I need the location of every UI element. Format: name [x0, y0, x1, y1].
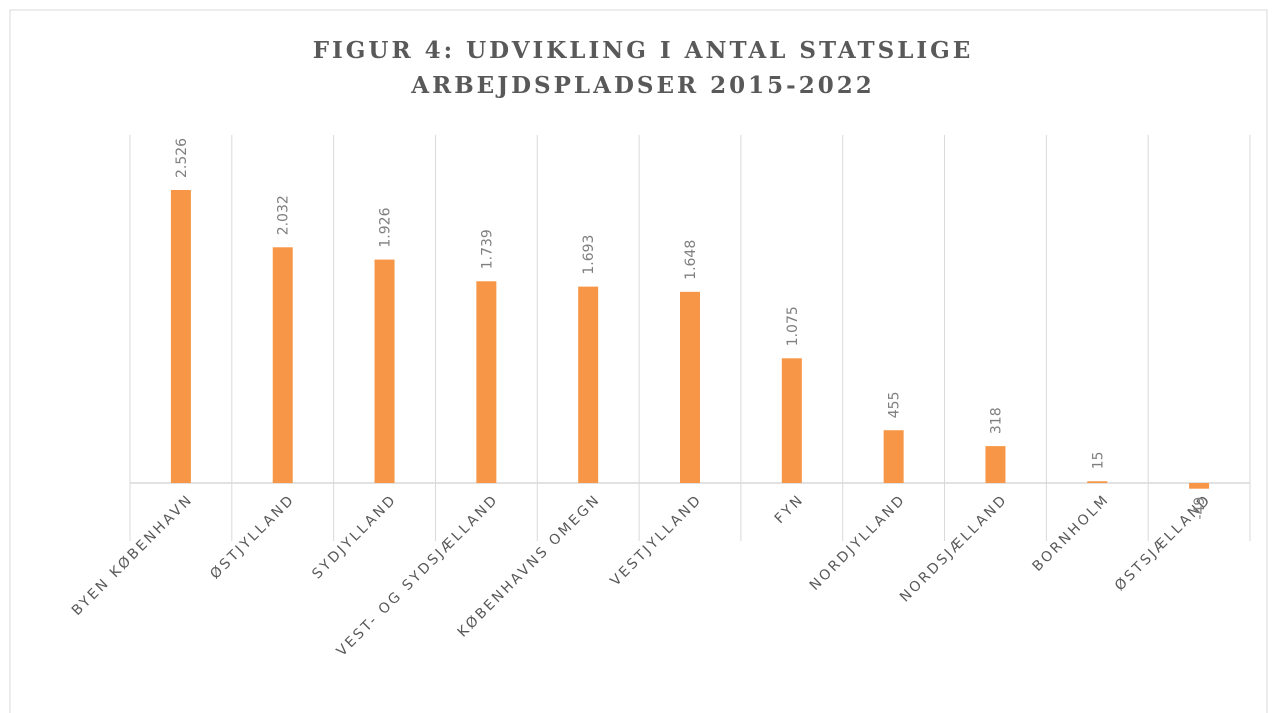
data-label: 318 — [988, 407, 1004, 434]
bar — [374, 259, 395, 483]
x-tick-label: VEST- OG SYDSJÆLLAND — [334, 491, 502, 659]
data-label: -49 — [1192, 497, 1208, 520]
x-tick-label: SYDJYLLAND — [309, 491, 400, 582]
data-label: 1.739 — [479, 229, 495, 269]
data-label: 2.526 — [174, 138, 190, 178]
bar — [1087, 481, 1108, 483]
bar — [985, 446, 1006, 483]
chart-title: FIGUR 4: UDVIKLING I ANTAL STATSLIGE — [313, 37, 974, 64]
x-tick-label: BORNHOLM — [1029, 491, 1112, 574]
chart-frame — [9, 9, 1268, 713]
x-tick-label: ØSTJYLLAND — [207, 491, 298, 582]
bar — [781, 358, 802, 483]
data-label: 1.648 — [683, 240, 699, 280]
x-tick-label: FYN — [772, 491, 808, 527]
bar — [578, 286, 599, 483]
data-label: 455 — [887, 391, 903, 418]
x-tick-label: NORDJYLLAND — [807, 491, 909, 593]
data-label: 1.075 — [785, 306, 801, 346]
bar — [272, 247, 293, 483]
x-tick-label: NORDSJÆLLAND — [897, 491, 1011, 605]
x-tick-label: VESTJYLLAND — [608, 491, 706, 589]
x-tick-label: BYEN KØBENHAVN — [69, 491, 197, 619]
bar — [170, 189, 191, 483]
data-label: 1.693 — [581, 235, 597, 275]
data-label: 15 — [1090, 451, 1106, 469]
bar — [476, 281, 497, 483]
data-label: 1.926 — [378, 207, 394, 247]
bar — [883, 430, 904, 483]
chart-title: ARBEJDSPLADSER 2015-2022 — [410, 72, 874, 99]
bar — [1189, 483, 1210, 489]
data-label: 2.032 — [276, 195, 292, 235]
bar — [680, 291, 700, 483]
